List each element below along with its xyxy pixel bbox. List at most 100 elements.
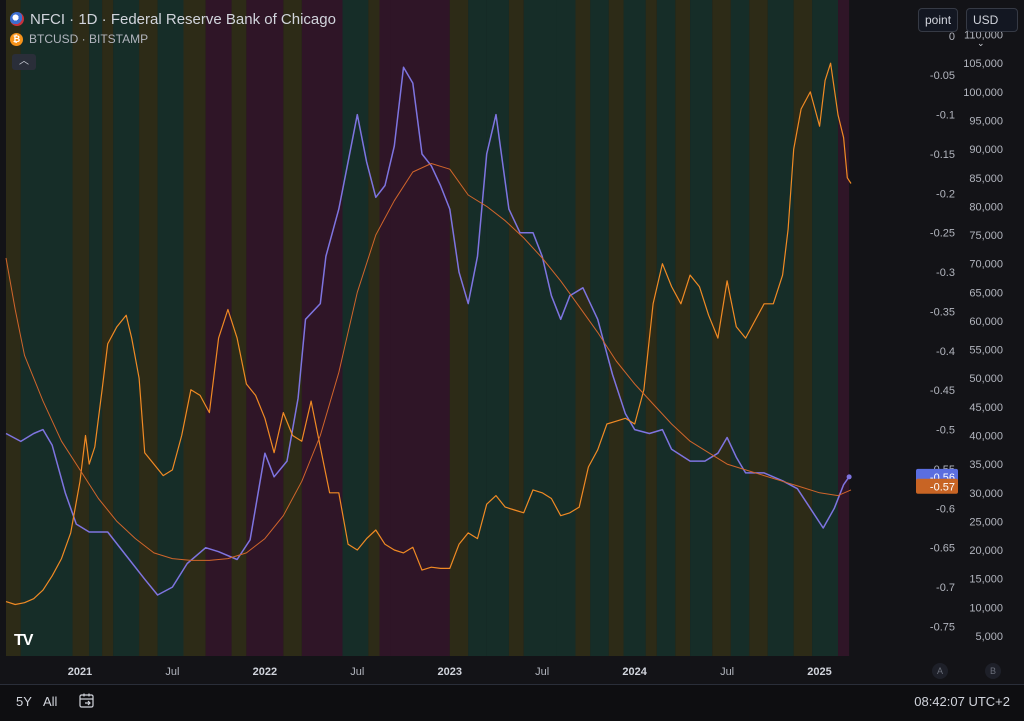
- legend-btc[interactable]: ₿ BTCUSD · BITSTAMP: [10, 30, 336, 48]
- regime-band: [812, 0, 839, 656]
- regime-band: [656, 0, 676, 656]
- clock-display[interactable]: 08:42:07 UTC+2: [914, 694, 1010, 709]
- btc-price-line: [5, 62, 852, 606]
- left-tick-label: -0.25: [930, 228, 955, 240]
- regime-band: [749, 0, 768, 656]
- chevron-down-icon: ⌄: [977, 38, 985, 48]
- regime-band: [712, 0, 731, 656]
- regime-band: [608, 0, 624, 656]
- time-tick-label: Jul: [535, 666, 549, 678]
- regime-band: [102, 0, 114, 656]
- right-tick-label: 35,000: [969, 459, 1003, 471]
- time-tick-label: 2024: [622, 666, 647, 678]
- bitcoin-icon: ₿: [10, 32, 23, 46]
- right-tick-label: 80,000: [969, 201, 1003, 213]
- regime-band: [368, 0, 380, 656]
- right-tick-label: 75,000: [969, 230, 1003, 242]
- regime-band: [523, 0, 557, 656]
- right-tick-label: 95,000: [969, 116, 1003, 128]
- scale-mode-select[interactable]: point: [918, 8, 959, 32]
- left-tick-label: -0.35: [930, 306, 955, 318]
- left-tick-label: -0.5: [936, 425, 955, 437]
- left-tick-label: -0.45: [930, 385, 955, 397]
- regime-band: [139, 0, 158, 656]
- right-tick-label: 10,000: [969, 602, 1003, 614]
- right-tick-label: 15,000: [969, 574, 1003, 586]
- chart-legend: NFCI · 1D · Federal Reserve Bank of Chic…: [10, 8, 336, 48]
- calendar-goto-icon[interactable]: [78, 692, 96, 713]
- left-tick-label: -0.65: [930, 543, 955, 555]
- left-tick-label: -0.2: [936, 188, 955, 200]
- right-tick-label: 110,000: [964, 30, 1003, 42]
- right-tick-label: 85,000: [969, 173, 1003, 185]
- left-tick-label: -0.75: [930, 621, 955, 633]
- nfci-line: [5, 66, 850, 596]
- left-tick-label: -0.4: [936, 346, 955, 358]
- tradingview-logo-icon[interactable]: TV: [14, 632, 33, 649]
- regime-band: [793, 0, 813, 656]
- regime-band: [183, 0, 206, 656]
- currency-label: USD: [973, 13, 999, 27]
- left-tick-label: -0.15: [930, 149, 955, 161]
- regime-band: [231, 0, 247, 656]
- legend-btc-label: BTCUSD · BITSTAMP: [29, 32, 149, 46]
- regime-band: [72, 0, 90, 656]
- right-tick-label: 40,000: [969, 431, 1003, 443]
- right-tick-label: 45,000: [969, 402, 1003, 414]
- regime-band: [468, 0, 487, 656]
- nfci-last-point: [846, 474, 852, 480]
- right-tick-label: 65,000: [969, 287, 1003, 299]
- regime-band: [645, 0, 657, 656]
- regime-band: [508, 0, 524, 656]
- right-tick-label: 55,000: [969, 345, 1003, 357]
- time-tick-label: Jul: [720, 666, 734, 678]
- currency-select[interactable]: USD ⌄: [966, 8, 1018, 48]
- time-tick-label: Jul: [350, 666, 364, 678]
- regime-band: [690, 0, 713, 656]
- right-tick-label: 20,000: [969, 545, 1003, 557]
- scale-b-label: B: [989, 666, 996, 676]
- regime-band: [767, 0, 794, 656]
- left-tick-label: -0.3: [936, 267, 955, 279]
- regime-band: [205, 0, 232, 656]
- right-tick-label: 50,000: [969, 373, 1003, 385]
- right-price-axis: 110,000 105,000 100,000 95,000 90,000 85,000 8…: [963, 30, 1003, 643]
- auto-scale-button[interactable]: A: [932, 663, 948, 679]
- time-tick-label: 2025: [807, 666, 831, 678]
- regime-band: [157, 0, 184, 656]
- left-tick-label: 0: [949, 31, 955, 43]
- price-labels: -0.56-0.57: [916, 468, 958, 494]
- time-tick-label: Jul: [165, 666, 179, 678]
- btc-price-tag: -0.57: [916, 478, 958, 494]
- regime-band: [675, 0, 691, 656]
- regime-band: [113, 0, 140, 656]
- time-axis: 2021 Jul 2022 Jul 2023 Jul 2024 Jul 2025: [68, 666, 832, 678]
- series-lines: [5, 62, 852, 606]
- range-5y-button[interactable]: 5Y: [16, 694, 32, 709]
- range-all-button[interactable]: All: [43, 694, 58, 709]
- scale-b-button[interactable]: B: [985, 663, 1001, 679]
- auto-scale-label: A: [936, 666, 943, 676]
- regime-band: [301, 0, 343, 656]
- right-tick-label: 5,000: [975, 631, 1003, 643]
- regime-band: [556, 0, 576, 656]
- right-tick-label: 70,000: [969, 259, 1003, 271]
- right-tick-label: 60,000: [969, 316, 1003, 328]
- chevron-up-icon[interactable]: ︿: [12, 54, 36, 70]
- right-tick-label: 30,000: [969, 488, 1003, 500]
- left-tick-label: -0.7: [936, 582, 955, 594]
- btc-moving-average-line: [5, 163, 852, 561]
- regime-band: [390, 0, 450, 656]
- regime-band: [623, 0, 646, 656]
- scale-mode-label: point: [925, 13, 952, 27]
- regime-band: [730, 0, 750, 656]
- chart-canvas[interactable]: 0 -0.05 -0.1 -0.15 -0.2 -0.25 -0.3 -0.35 -0.4 -0.…: [0, 0, 1024, 684]
- regime-bands: [6, 0, 850, 656]
- time-tick-label: 2021: [68, 666, 92, 678]
- left-tick-label: -0.1: [936, 110, 955, 122]
- regime-band: [89, 0, 103, 656]
- regime-band: [486, 0, 509, 656]
- time-tick-label: 2022: [253, 666, 277, 678]
- legend-nfci[interactable]: NFCI · 1D · Federal Reserve Bank of Chic…: [10, 8, 336, 30]
